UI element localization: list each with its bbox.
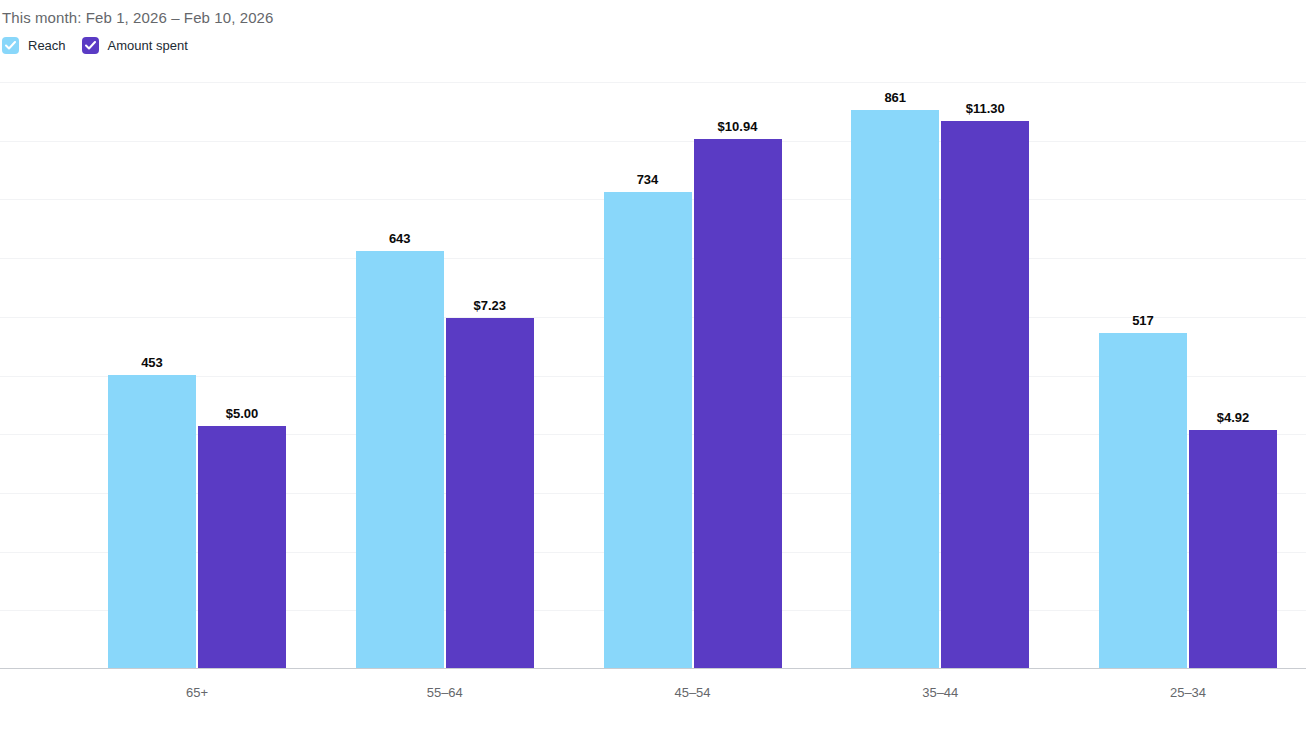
bar-value-label: $10.94 [718,119,758,134]
legend-label-amount-spent: Amount spent [108,38,188,53]
bar-column: 517 [1099,313,1187,668]
legend-item-amount-spent[interactable]: Amount spent [82,37,188,54]
bar-column: 453 [108,355,196,669]
x-axis-label: 35–44 [880,685,1000,700]
bar-reach [604,192,692,668]
amount-spent-checkbox-icon[interactable] [82,37,99,54]
bar-value-label: $4.92 [1217,410,1250,425]
bar-group-55-64: 643 $7.23 [356,231,534,668]
bar-column: $10.94 [694,119,782,668]
x-axis-label: 45–54 [633,685,753,700]
bar-value-label: 453 [141,355,163,370]
bar-amount-spent [694,139,782,668]
legend: Reach Amount spent [2,37,188,54]
bar-column: $7.23 [446,298,534,668]
x-axis-labels: 65+ 55–64 45–54 35–44 25–34 [0,670,1306,732]
bar-amount-spent [941,121,1029,668]
bar-reach [851,110,939,668]
bar-group-45-54: 734 $10.94 [604,119,782,668]
reach-checkbox-icon[interactable] [2,37,19,54]
bar-amount-spent [198,426,286,668]
checkmark-icon [85,41,96,50]
bar-reach [108,375,196,669]
x-axis-label: 25–34 [1128,685,1248,700]
bar-column: 643 [356,231,444,668]
ads-insights-chart: { "header": { "title": "This month: Feb … [0,0,1306,732]
bar-value-label: $7.23 [473,298,506,313]
bar-reach [356,251,444,668]
bar-column: $11.30 [941,101,1029,668]
bar-value-label: 734 [637,172,659,187]
bar-value-label: 517 [1132,313,1154,328]
bar-value-label: 643 [389,231,411,246]
x-axis-label: 65+ [137,685,257,700]
bar-amount-spent [1189,430,1277,668]
bar-amount-spent [446,318,534,668]
bar-value-label: 861 [884,90,906,105]
legend-item-reach[interactable]: Reach [2,37,66,54]
legend-label-reach: Reach [28,38,66,53]
bar-value-label: $11.30 [966,101,1005,116]
bar-value-label: $5.00 [226,406,259,421]
x-axis-label: 55–64 [385,685,505,700]
bar-column: 734 [604,172,692,668]
bar-column: $5.00 [198,406,286,668]
gridline [0,82,1306,83]
chart-title: This month: Feb 1, 2026 – Feb 10, 2026 [2,9,273,26]
bar-group-65plus: 453 $5.00 [108,355,286,669]
bar-group-35-44: 861 $11.30 [851,90,1029,668]
bar-group-25-34: 517 $4.92 [1099,313,1277,668]
checkmark-icon [5,41,16,50]
plot-area: 453 $5.00 643 $7.23 734 $10.94 861 $11.30 517 $4.… [0,82,1306,669]
bar-reach [1099,333,1187,668]
bar-column: $4.92 [1189,410,1277,668]
bar-column: 861 [851,90,939,668]
